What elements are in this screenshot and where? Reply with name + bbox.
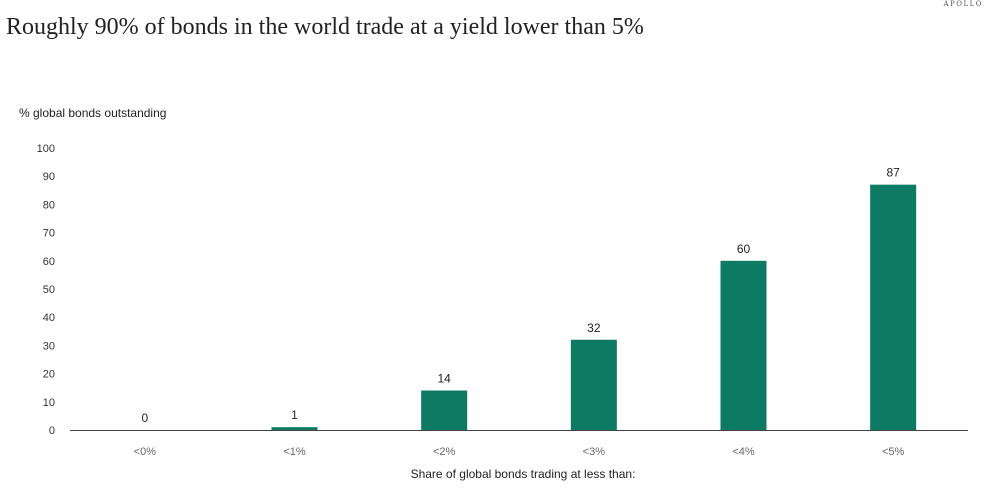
y-tick-label: 40 <box>43 312 55 324</box>
bar <box>271 427 318 430</box>
y-tick-label: 20 <box>43 369 55 381</box>
bar <box>870 184 917 430</box>
y-tick-label: 90 <box>43 171 55 183</box>
data-label: 32 <box>587 321 601 335</box>
data-label: 87 <box>886 166 900 180</box>
y-tick-label: 80 <box>43 199 55 211</box>
data-label: 60 <box>737 242 751 256</box>
x-axis-ticks: <0% <1% <2% <3% <4% <5% <box>134 446 905 458</box>
brand-logo: APOLLO <box>943 0 983 8</box>
y-tick-label: 10 <box>43 397 55 409</box>
y-tick-label: 100 <box>37 143 55 155</box>
x-tick-label: <0% <box>134 446 157 458</box>
x-axis-label: Share of global bonds trading at less th… <box>411 467 636 481</box>
chart-title: Roughly 90% of bonds in the world trade … <box>6 14 644 40</box>
x-tick-label: <5% <box>882 446 905 458</box>
data-label: 0 <box>141 411 148 425</box>
x-tick-label: <1% <box>283 446 306 458</box>
x-tick-label: <4% <box>732 446 755 458</box>
bar <box>570 339 617 430</box>
y-tick-label: 0 <box>49 425 55 437</box>
y-tick-label: 30 <box>43 340 55 352</box>
y-tick-label: 50 <box>43 284 55 296</box>
data-label: 1 <box>291 408 298 422</box>
bar <box>421 390 468 430</box>
data-label: 14 <box>437 372 451 386</box>
y-axis-ticks: 0 10 20 30 40 50 60 70 80 90 100 <box>37 143 55 437</box>
x-tick-label: <3% <box>583 446 606 458</box>
y-tick-label: 70 <box>43 228 55 240</box>
bar <box>720 260 767 430</box>
y-tick-label: 60 <box>43 256 55 268</box>
bars <box>271 184 917 430</box>
y-axis-label: % global bonds outstanding <box>19 106 167 120</box>
data-labels: 0 1 14 32 60 87 <box>141 166 900 425</box>
x-tick-label: <2% <box>433 446 456 458</box>
